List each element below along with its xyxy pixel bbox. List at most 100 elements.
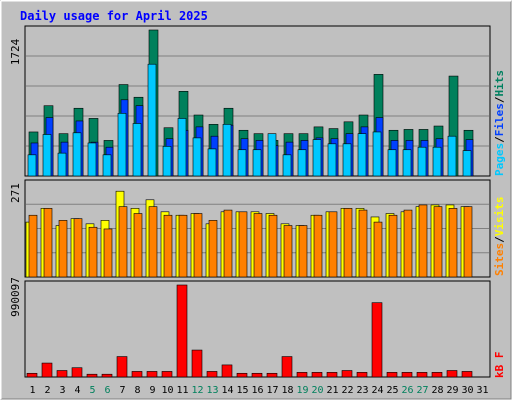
x-tick-label: 18 — [281, 385, 293, 396]
legend-text: Pages — [493, 143, 506, 176]
sites-bar — [163, 214, 173, 278]
pages-bar — [387, 149, 397, 177]
pages-bar — [327, 143, 337, 177]
legend-kbf: kB F — [493, 352, 506, 379]
x-tick-label: 10 — [161, 385, 173, 396]
kbf-bar — [116, 356, 128, 378]
pages-bar — [297, 149, 307, 177]
chart-bars — [25, 29, 474, 378]
sites-bar — [88, 226, 98, 278]
sites-bar — [388, 214, 398, 278]
sites-bar — [283, 225, 293, 278]
kbf-bar — [236, 372, 248, 378]
x-tick-label: 9 — [149, 385, 155, 396]
legend-text: Hits — [493, 70, 506, 97]
sites-bar — [328, 211, 338, 278]
pages-bar — [357, 133, 367, 177]
sites-bar — [28, 214, 38, 278]
legend-text: Files — [493, 103, 506, 136]
pages-bar — [282, 154, 292, 177]
y-max-label-hits: 1724 — [9, 38, 22, 65]
x-tick-label: 19 — [296, 385, 308, 396]
x-tick-label: 1 — [29, 385, 35, 396]
x-tick-label: 30 — [461, 385, 473, 396]
kbf-bar — [416, 372, 428, 378]
kbf-bar — [371, 302, 383, 378]
sites-bar — [238, 211, 248, 278]
x-tick-label: 3 — [59, 385, 65, 396]
kbf-bar — [71, 367, 83, 378]
x-tick-label: 22 — [341, 385, 353, 396]
sites-bar — [58, 220, 68, 278]
legend-text: / — [493, 236, 506, 243]
sites-bar — [253, 213, 263, 278]
pages-bar — [447, 135, 457, 177]
pages-bar — [177, 118, 187, 177]
pages-bar — [192, 137, 202, 177]
x-tick-label: 11 — [176, 385, 188, 396]
x-tick-label: 23 — [356, 385, 368, 396]
kbf-bar — [281, 356, 293, 378]
kbf-bar — [251, 372, 263, 378]
x-tick-label: 25 — [386, 385, 398, 396]
x-tick-label: 4 — [74, 385, 80, 396]
kbf-bar — [101, 373, 113, 378]
sites-bar — [178, 214, 188, 278]
y-max-label-kb: 990097 — [9, 277, 22, 317]
x-tick-label: 14 — [221, 385, 233, 396]
pages-bar — [372, 131, 382, 177]
sites-bar — [343, 208, 353, 278]
sites-bar — [193, 213, 203, 278]
kbf-bar — [401, 372, 413, 378]
legend-text: Sites — [493, 243, 506, 276]
kbf-bar — [356, 372, 368, 378]
kbf-bar — [461, 371, 473, 378]
x-tick-label: 7 — [119, 385, 125, 396]
x-tick-label: 20 — [311, 385, 323, 396]
x-tick-label: 26 — [401, 385, 413, 396]
x-tick-label: 24 — [371, 385, 383, 396]
sites-bar — [403, 209, 413, 278]
legend-text: Visits — [493, 197, 506, 237]
pages-bar — [312, 139, 322, 177]
sites-bar — [448, 208, 458, 278]
x-tick-label: 8 — [134, 385, 140, 396]
legend-pages-files-hits: Pages/Files/Hits — [493, 70, 506, 176]
kbf-bar — [341, 370, 353, 378]
kbf-bar — [311, 372, 323, 378]
sites-bar — [358, 209, 368, 278]
kbf-bar — [176, 284, 188, 378]
sites-bar — [313, 214, 323, 278]
sites-bar — [298, 225, 308, 278]
sites-bar — [433, 206, 443, 278]
kbf-bar — [56, 370, 68, 378]
x-tick-label: 28 — [431, 385, 443, 396]
kbf-bar — [161, 371, 173, 378]
legend-text: / — [493, 136, 506, 143]
pages-bar — [57, 152, 67, 177]
sites-bar — [103, 228, 113, 278]
pages-bar — [417, 146, 427, 177]
kbf-bar — [221, 364, 233, 378]
chart-title: Daily usage for April 2025 — [20, 9, 208, 23]
kbf-bar — [446, 370, 458, 378]
kbf-bar — [431, 372, 443, 378]
pages-bar — [207, 148, 217, 177]
y-max-label-visits: 271 — [9, 183, 22, 203]
x-tick-label: 17 — [266, 385, 278, 396]
sites-bar — [118, 206, 128, 278]
pages-bar — [162, 146, 172, 177]
kbf-bar — [86, 373, 98, 378]
x-tick-label: 13 — [206, 385, 218, 396]
x-tick-label: 31 — [476, 385, 488, 396]
kbf-bar — [386, 372, 398, 378]
sites-bar — [133, 213, 143, 278]
pages-bar — [147, 63, 157, 177]
x-tick-label: 12 — [191, 385, 203, 396]
panel-kb-f — [24, 280, 491, 378]
chart-panels — [24, 25, 491, 378]
x-tick-label: 6 — [104, 385, 110, 396]
pages-bar — [267, 133, 277, 177]
